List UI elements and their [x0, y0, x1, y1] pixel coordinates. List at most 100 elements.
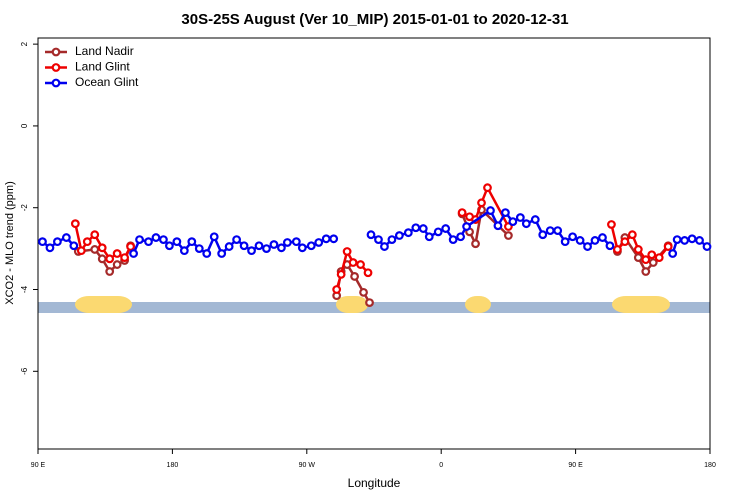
legend-label: Land Glint: [75, 60, 130, 74]
chart-title: 30S-25S August (Ver 10_MIP) 2015-01-01 t…: [181, 11, 568, 28]
point: [90, 230, 100, 240]
point: [348, 258, 358, 267]
point: [232, 235, 242, 245]
point: [120, 253, 130, 263]
land-strip: [465, 296, 491, 313]
point: [282, 238, 292, 247]
point: [456, 232, 466, 242]
point: [329, 234, 339, 244]
point: [483, 183, 492, 193]
point: [647, 250, 657, 260]
point: [553, 226, 563, 236]
point: [613, 245, 622, 254]
x-tick-label: 90 E: [31, 462, 46, 469]
land-strip: [336, 296, 368, 313]
point: [394, 231, 404, 240]
point: [486, 206, 495, 215]
point: [633, 253, 643, 263]
y-axis-label: XCO2 - MLO trend (ppm): [4, 181, 16, 304]
point: [172, 237, 182, 247]
series: [73, 205, 673, 307]
point: [332, 285, 342, 294]
legend-marker: [51, 78, 61, 88]
point: [680, 236, 690, 245]
point: [209, 232, 219, 242]
point: [521, 219, 531, 229]
point: [277, 243, 286, 253]
point: [97, 243, 107, 253]
point: [530, 215, 540, 224]
point: [411, 223, 421, 233]
point: [70, 219, 80, 229]
x-axis-label: Longitude: [348, 476, 401, 490]
point: [144, 237, 153, 247]
point: [135, 235, 144, 245]
series: [38, 206, 712, 258]
point: [297, 243, 307, 253]
point: [501, 208, 510, 218]
point: [254, 241, 264, 251]
point: [627, 230, 637, 240]
point: [418, 224, 428, 233]
point: [105, 254, 115, 264]
point: [380, 242, 389, 251]
x-tick-label: 90 E: [568, 462, 583, 469]
point: [477, 198, 486, 208]
point: [590, 236, 600, 245]
point: [69, 241, 79, 251]
point: [126, 242, 135, 251]
point: [342, 247, 352, 256]
point: [663, 242, 673, 251]
point: [702, 242, 712, 251]
point: [687, 234, 697, 244]
point: [366, 230, 376, 240]
y-tick-label: 0: [20, 123, 29, 128]
point: [575, 236, 585, 245]
point: [471, 239, 480, 249]
point: [598, 233, 607, 242]
x-tick-label: 90 W: [299, 462, 316, 469]
point: [321, 234, 331, 244]
point: [508, 217, 518, 227]
point: [560, 237, 570, 247]
point: [359, 287, 368, 297]
land-strip: [75, 296, 132, 313]
point: [262, 244, 271, 254]
point: [202, 249, 212, 258]
point: [159, 235, 168, 245]
point: [641, 255, 651, 265]
point: [82, 237, 92, 247]
y-tick-label: 2: [20, 41, 29, 46]
point: [545, 226, 555, 236]
ocean-strip: [38, 302, 710, 313]
point: [165, 241, 174, 251]
point: [112, 249, 122, 258]
point: [247, 246, 256, 256]
point: [648, 258, 658, 267]
point: [433, 227, 443, 237]
point: [538, 230, 548, 240]
point: [365, 298, 374, 307]
point: [291, 237, 301, 247]
point: [38, 237, 47, 247]
point: [672, 235, 682, 245]
point: [336, 269, 346, 279]
point: [187, 237, 197, 247]
point: [374, 235, 383, 245]
land-strip: [612, 296, 670, 313]
point: [607, 220, 616, 229]
point: [269, 240, 279, 249]
y-tick-label: -4: [20, 285, 29, 293]
y-tick-label: -6: [20, 367, 29, 375]
land-ocean-strip: [38, 296, 710, 313]
point: [239, 241, 249, 251]
point: [179, 246, 189, 256]
point: [583, 242, 592, 251]
point: [217, 249, 227, 258]
legend-marker: [51, 63, 61, 72]
point: [457, 208, 467, 218]
point: [462, 222, 471, 231]
x-tick-label: 180: [704, 462, 716, 469]
y-tick-label: -2: [20, 204, 29, 212]
point: [441, 224, 451, 233]
